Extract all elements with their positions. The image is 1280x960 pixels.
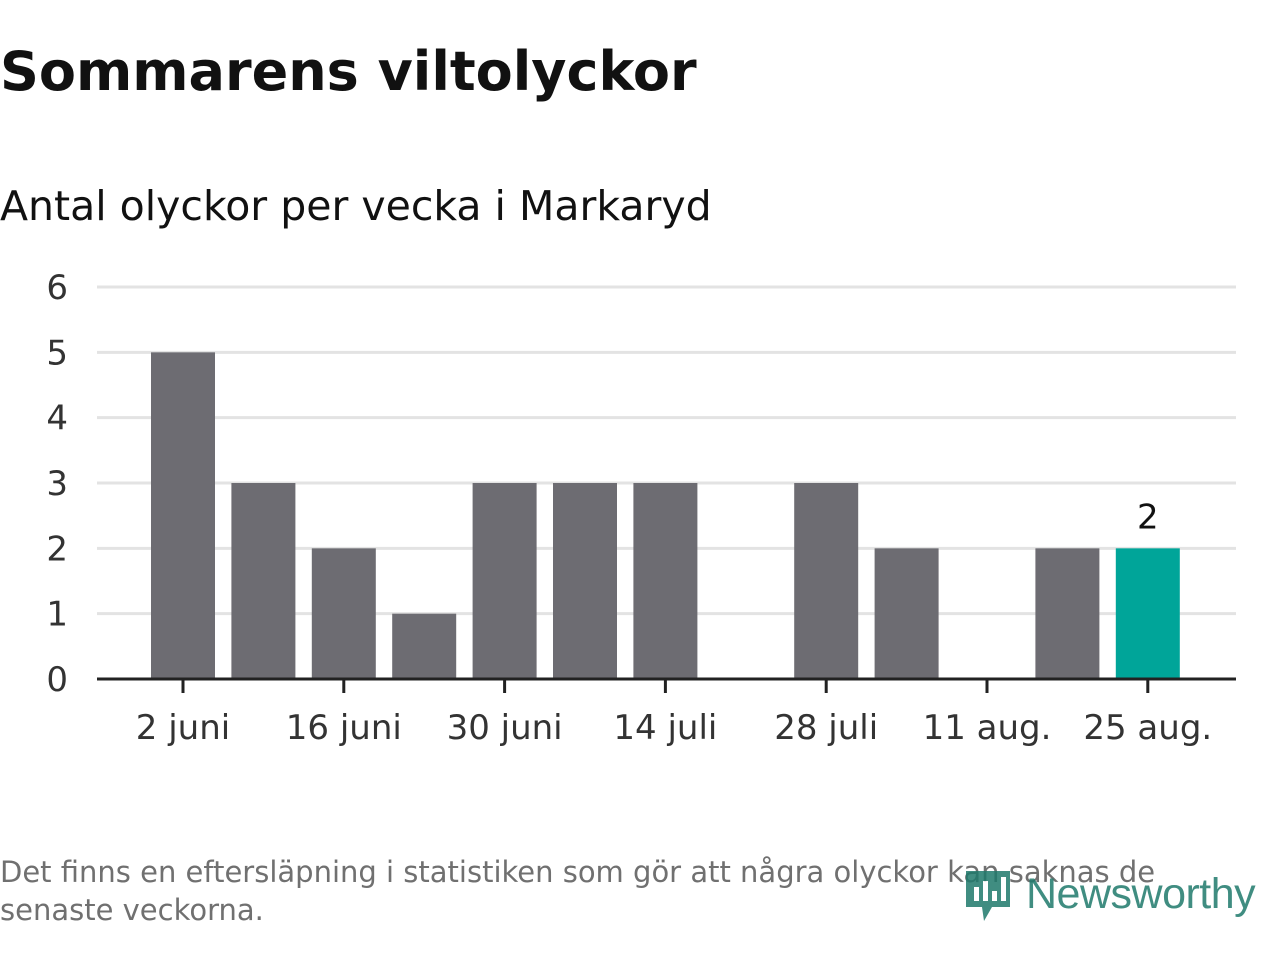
y-tick-label: 5	[46, 333, 68, 373]
y-tick-label: 2	[46, 529, 68, 569]
bar	[874, 548, 939, 679]
y-tick-label: 0	[46, 660, 68, 700]
newsworthy-logo: Newsworthy	[962, 862, 1256, 926]
bar	[794, 483, 859, 679]
y-tick-label: 3	[46, 464, 68, 504]
bar	[311, 548, 376, 679]
bar	[1035, 548, 1100, 679]
x-tick-label: 25 aug.	[1083, 708, 1212, 748]
y-tick-label: 4	[46, 399, 68, 439]
bars	[151, 352, 1180, 679]
x-tick-label: 14 juli	[613, 708, 717, 748]
logo-text: Newsworthy	[1026, 869, 1256, 918]
x-tick-label: 11 aug.	[923, 708, 1052, 748]
x-tick-label: 28 juli	[774, 708, 878, 748]
chart-title: Sommarens viltolyckor	[0, 40, 697, 103]
data-label: 2	[1137, 497, 1159, 537]
bar	[472, 483, 537, 679]
bar	[553, 483, 617, 679]
y-tick-label: 1	[46, 595, 68, 635]
x-axis	[97, 677, 1236, 693]
bar-highlight	[1115, 548, 1180, 679]
x-tick-label: 30 juni	[447, 708, 563, 748]
bar-chart: 0 1 2 3 4 5 6 2 juni 16 juni 30 juni 14 juli 28 jul…	[46, 268, 1236, 748]
chart-subtitle: Antal olyckor per vecka i Markaryd	[0, 182, 712, 230]
bar	[231, 483, 296, 679]
labels: 0 1 2 3 4 5 6 2 juni 16 juni 30 juni 14 juli 28 jul…	[46, 268, 1212, 748]
bar	[151, 352, 215, 679]
footnote: Det finns en eftersläpning i statistiken…	[0, 855, 1156, 927]
x-tick-label: 2 juni	[136, 708, 230, 748]
bar	[392, 613, 457, 679]
y-tick-label: 6	[46, 268, 68, 308]
x-tick-label: 16 juni	[286, 708, 402, 748]
bar	[633, 483, 698, 679]
newsworthy-logo-icon	[966, 871, 1010, 921]
